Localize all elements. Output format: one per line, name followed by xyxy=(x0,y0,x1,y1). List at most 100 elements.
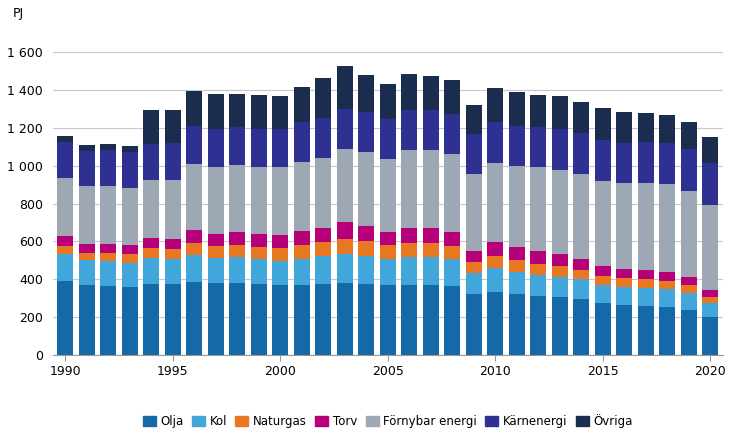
Bar xyxy=(294,87,310,123)
Bar xyxy=(358,241,374,256)
Bar xyxy=(187,164,202,230)
Bar xyxy=(487,268,503,292)
Bar xyxy=(380,84,396,119)
Bar xyxy=(315,284,331,355)
Bar xyxy=(702,303,718,317)
Bar xyxy=(444,232,460,246)
Bar xyxy=(208,283,224,355)
Bar xyxy=(358,226,374,241)
Bar xyxy=(552,129,568,170)
Bar xyxy=(659,143,675,184)
Bar xyxy=(466,262,482,273)
Bar xyxy=(487,256,503,268)
Bar xyxy=(57,281,74,355)
Bar xyxy=(401,243,417,257)
Bar xyxy=(552,297,568,355)
Bar xyxy=(681,278,697,285)
Bar xyxy=(122,187,138,245)
Bar xyxy=(79,285,95,355)
Bar xyxy=(294,162,310,231)
Bar xyxy=(272,167,288,235)
Bar xyxy=(401,150,417,228)
Bar xyxy=(444,246,460,259)
Bar xyxy=(702,317,718,355)
Bar xyxy=(337,222,353,239)
Bar xyxy=(380,259,396,285)
Bar xyxy=(337,66,353,110)
Bar xyxy=(101,262,116,286)
Bar xyxy=(595,266,611,276)
Bar xyxy=(552,266,568,277)
Bar xyxy=(423,243,439,257)
Bar xyxy=(423,285,439,355)
Bar xyxy=(530,168,546,251)
Bar xyxy=(444,114,460,154)
Bar xyxy=(57,178,74,236)
Bar xyxy=(143,180,159,238)
Bar xyxy=(595,303,611,355)
Bar xyxy=(552,96,568,129)
Bar xyxy=(272,261,288,285)
Bar xyxy=(487,122,503,162)
Bar xyxy=(616,184,632,269)
Bar xyxy=(79,145,95,151)
Bar xyxy=(229,257,245,283)
Bar xyxy=(487,88,503,122)
Bar xyxy=(616,269,632,278)
Bar xyxy=(208,167,224,233)
Bar xyxy=(101,253,116,262)
Bar xyxy=(165,180,181,239)
Bar xyxy=(401,257,417,285)
Bar xyxy=(487,292,503,355)
Bar xyxy=(229,127,245,165)
Bar xyxy=(573,133,589,174)
Bar xyxy=(509,92,525,126)
Bar xyxy=(659,281,675,289)
Bar xyxy=(702,137,718,163)
Bar xyxy=(122,254,138,263)
Bar xyxy=(315,228,331,242)
Bar xyxy=(401,74,417,110)
Bar xyxy=(165,110,181,143)
Bar xyxy=(444,80,460,114)
Bar xyxy=(466,294,482,355)
Bar xyxy=(251,284,267,355)
Bar xyxy=(509,272,525,294)
Bar xyxy=(573,269,589,279)
Bar xyxy=(315,256,331,284)
Bar xyxy=(423,150,439,228)
Bar xyxy=(659,271,675,281)
Bar xyxy=(380,119,396,158)
Bar xyxy=(294,245,310,259)
Bar xyxy=(122,245,138,254)
Bar xyxy=(165,259,181,284)
Bar xyxy=(208,246,224,258)
Bar xyxy=(79,260,95,285)
Bar xyxy=(616,305,632,355)
Bar xyxy=(466,134,482,174)
Bar xyxy=(57,136,74,142)
Bar xyxy=(466,251,482,262)
Bar xyxy=(358,152,374,226)
Bar xyxy=(466,273,482,294)
Bar xyxy=(229,94,245,127)
Bar xyxy=(401,285,417,355)
Bar xyxy=(187,255,202,282)
Bar xyxy=(187,126,202,164)
Bar xyxy=(659,307,675,355)
Legend: Olja, Kol, Naturgas, Torv, Förnybar energi, Kärnenergi, Övriga: Olja, Kol, Naturgas, Torv, Förnybar ener… xyxy=(138,409,638,433)
Bar xyxy=(337,254,353,283)
Bar xyxy=(616,112,632,143)
Bar xyxy=(358,112,374,152)
Bar xyxy=(208,94,224,129)
Bar xyxy=(530,127,546,168)
Bar xyxy=(187,230,202,243)
Bar xyxy=(165,284,181,355)
Bar xyxy=(552,254,568,266)
Bar xyxy=(466,174,482,251)
Bar xyxy=(358,256,374,284)
Bar xyxy=(165,143,181,180)
Bar xyxy=(595,108,611,140)
Bar xyxy=(509,260,525,272)
Bar xyxy=(638,269,654,279)
